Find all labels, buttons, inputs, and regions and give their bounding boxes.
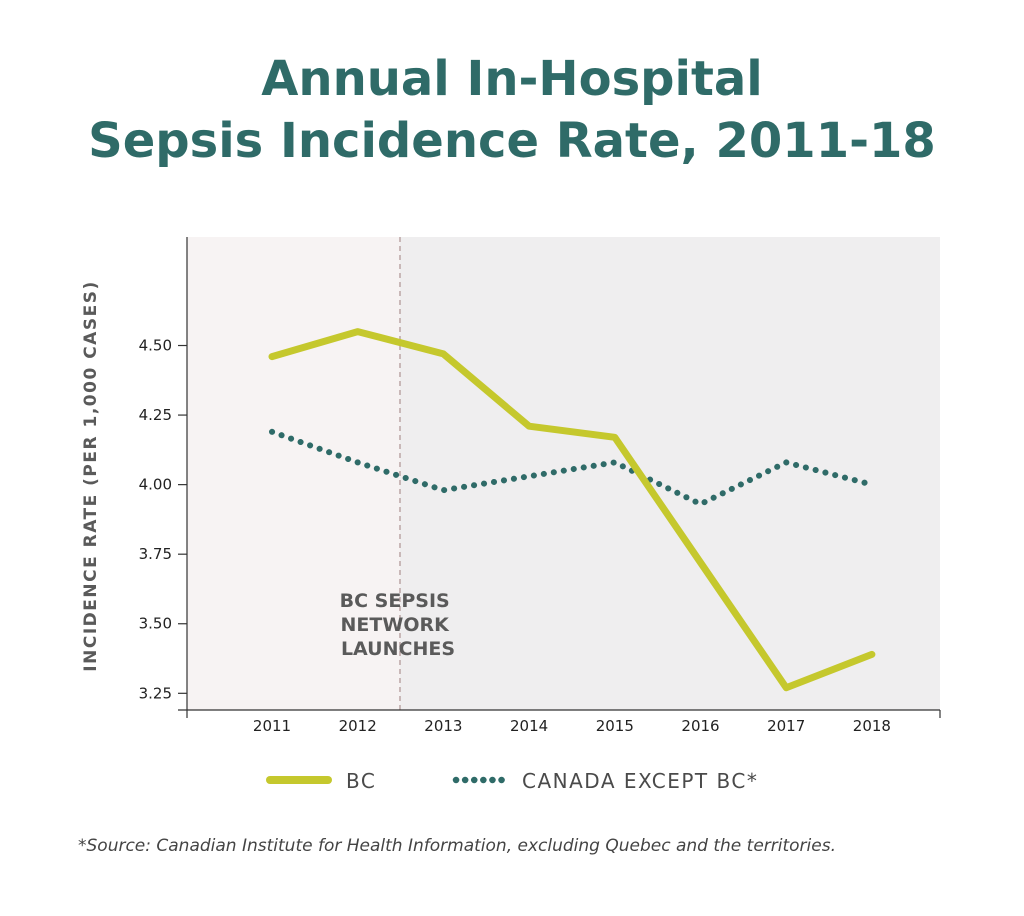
annotation-line-3: LAUNCHES xyxy=(341,638,455,660)
legend-bc-label: BC xyxy=(346,769,376,793)
x-tick-label: 2017 xyxy=(767,717,805,735)
series-line-canada-except-bc xyxy=(269,428,875,508)
chart-title-line-1: Annual In-Hospital xyxy=(261,51,763,107)
series-lines xyxy=(268,328,876,692)
y-tick-label: 3.25 xyxy=(139,684,172,702)
chart-title-line-2: Sepsis Incidence Rate, 2011-18 xyxy=(88,113,936,169)
x-tick-label: 2015 xyxy=(596,717,634,735)
x-tick-label: 2018 xyxy=(853,717,891,735)
launch-annotation: BC SEPSIS NETWORK LAUNCHES xyxy=(340,590,457,660)
y-tick-label: 3.50 xyxy=(139,615,172,633)
post-launch-shade xyxy=(400,237,940,710)
y-tick-label: 4.00 xyxy=(139,476,172,494)
source-note: *Source: Canadian Institute for Health I… xyxy=(78,836,836,856)
y-ticks: 4.50 4.25 4.00 3.75 3.50 3.25 xyxy=(139,337,187,702)
x-ticks: 2011 2012 2013 2014 2015 2016 2017 2018 xyxy=(253,717,891,735)
annotation-line-2: NETWORK xyxy=(341,614,451,636)
annotation-line-1: BC SEPSIS xyxy=(340,590,450,612)
x-tick-label: 2016 xyxy=(681,717,719,735)
y-tick-label: 4.25 xyxy=(139,406,172,424)
pre-launch-shade xyxy=(187,237,400,710)
y-axis-label: INCIDENCE RATE (PER 1,000 CASES) xyxy=(81,280,101,671)
x-tick-label: 2011 xyxy=(253,717,291,735)
x-tick-label: 2012 xyxy=(339,717,377,735)
series-line-bc xyxy=(268,328,876,692)
x-tick-label: 2014 xyxy=(510,717,548,735)
y-tick-label: 3.75 xyxy=(139,545,172,563)
y-tick-label: 4.50 xyxy=(139,337,172,355)
chart-title: Annual In-Hospital Sepsis Incidence Rate… xyxy=(0,48,1024,172)
x-tick-label: 2013 xyxy=(424,717,462,735)
legend: BC CANADA EXCEPT BC* xyxy=(266,769,758,793)
legend-canada-label: CANADA EXCEPT BC* xyxy=(522,769,758,793)
